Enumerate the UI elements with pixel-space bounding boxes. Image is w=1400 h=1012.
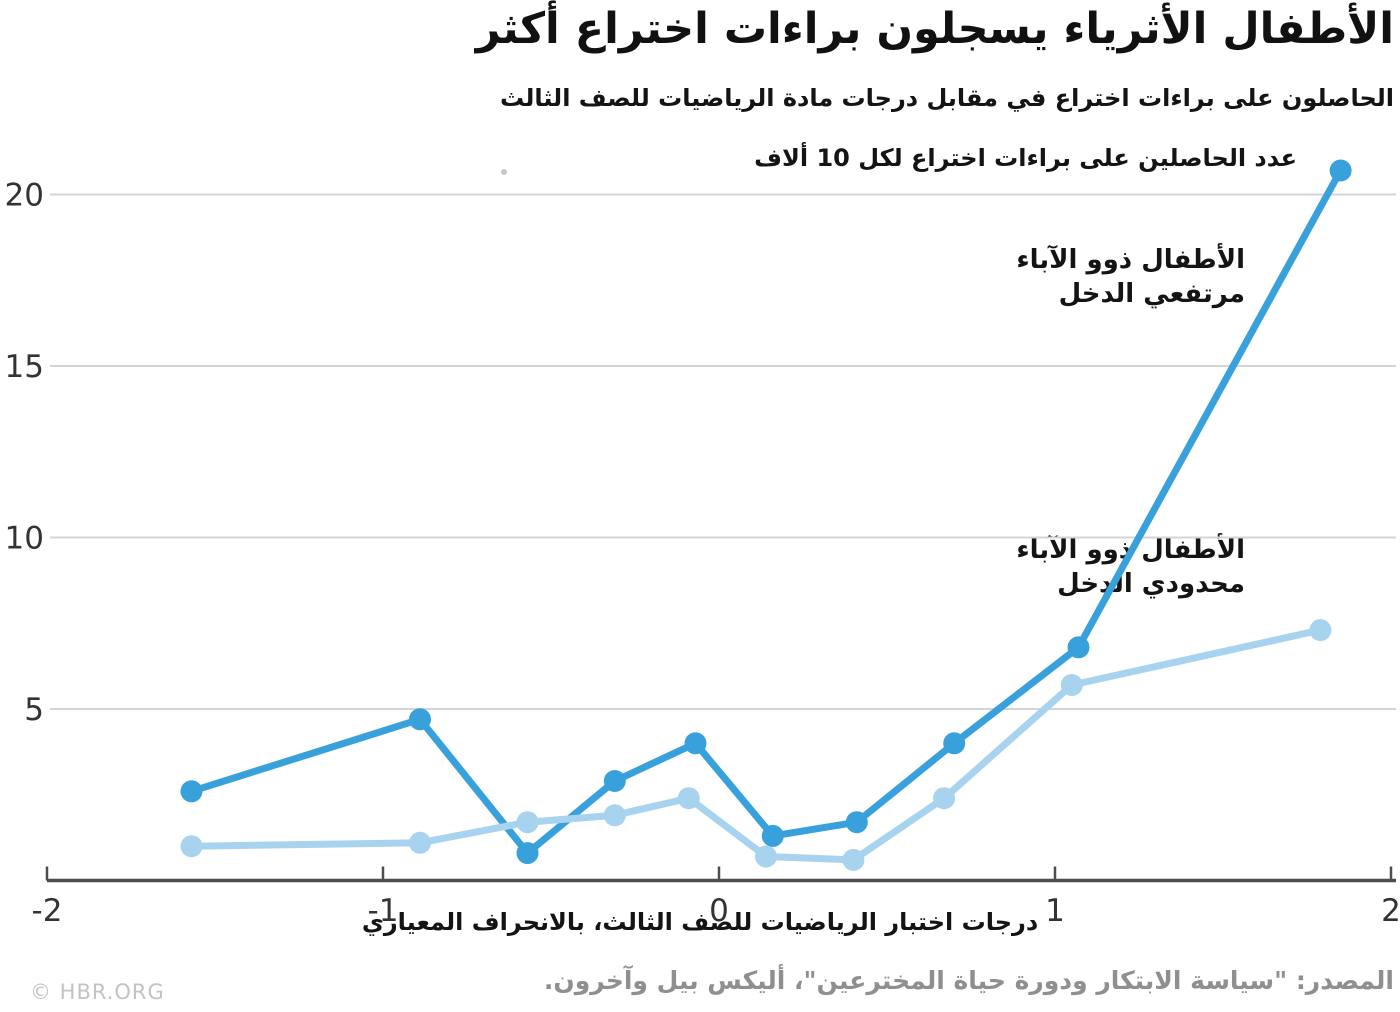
series-point-high-income-8 xyxy=(1067,636,1090,659)
series-point-low-income-7 xyxy=(933,787,956,810)
x-tick-label--1: -1 xyxy=(368,893,399,929)
y-tick-label-20: 20 xyxy=(5,178,44,214)
chart-subtitle: الحاصلون على براءات اختراع في مقابل درجا… xyxy=(499,84,1394,112)
y-tick-label-10: 10 xyxy=(5,521,44,557)
x-tick-label-0: 0 xyxy=(709,893,729,929)
series-point-low-income-0 xyxy=(180,835,203,858)
series-point-high-income-1 xyxy=(409,708,431,731)
series-point-high-income-2 xyxy=(516,842,539,865)
series-point-low-income-6 xyxy=(842,848,865,871)
series-point-high-income-3 xyxy=(603,770,626,792)
series-point-low-income-2 xyxy=(516,811,539,834)
y-axis-annotation: عدد الحاصلين على براءات اختراع لكل 10 أل… xyxy=(754,144,1297,172)
series-point-high-income-7 xyxy=(943,732,966,755)
y-tick-label-5: 5 xyxy=(24,692,44,728)
series-point-low-income-5 xyxy=(755,845,777,868)
series-point-low-income-3 xyxy=(603,804,626,827)
series-point-low-income-1 xyxy=(409,831,431,854)
series-line-low-income xyxy=(188,626,1324,864)
y-tick-label-15: 15 xyxy=(5,349,44,385)
x-axis-title: درجات اختبار الرياضيات للصف الثالث، بالا… xyxy=(361,908,1039,936)
series-label-high-income: الأطفال ذوو الآباء مرتفعي الدخل xyxy=(1016,243,1245,311)
copyright-credit: © HBR.ORG xyxy=(30,980,165,1004)
series-point-low-income-9 xyxy=(1309,619,1332,642)
series-line-high-income xyxy=(188,167,1345,857)
x-tick-label--2: -2 xyxy=(32,893,63,929)
series-label-high-income-line2: مرتفعي الدخل xyxy=(1058,279,1245,309)
series-label-low-income: الأطفال ذوو الآباء محدودي الدخل xyxy=(1016,533,1245,601)
series-point-low-income-4 xyxy=(677,787,700,810)
x-tick-label-1: 1 xyxy=(1045,893,1065,929)
series-label-high-income-line1: الأطفال ذوو الآباء xyxy=(1016,245,1245,275)
series-label-low-income-line2: محدودي الدخل xyxy=(1057,569,1245,599)
source-note: المصدر: "سياسة الابتكار ودورة حياة المخت… xyxy=(543,966,1394,995)
series-point-high-income-4 xyxy=(684,732,707,755)
x-tick-label-2: 2 xyxy=(1381,893,1400,929)
series-point-high-income-6 xyxy=(845,811,868,834)
artifact-dot xyxy=(501,169,507,175)
chart-title: الأطفال الأثرياء يسجلون براءات اختراع أك… xyxy=(475,4,1394,54)
series-point-high-income-5 xyxy=(761,824,784,847)
series-point-high-income-0 xyxy=(180,780,203,803)
series-point-low-income-8 xyxy=(1060,674,1083,696)
series-point-high-income-9 xyxy=(1329,159,1352,182)
